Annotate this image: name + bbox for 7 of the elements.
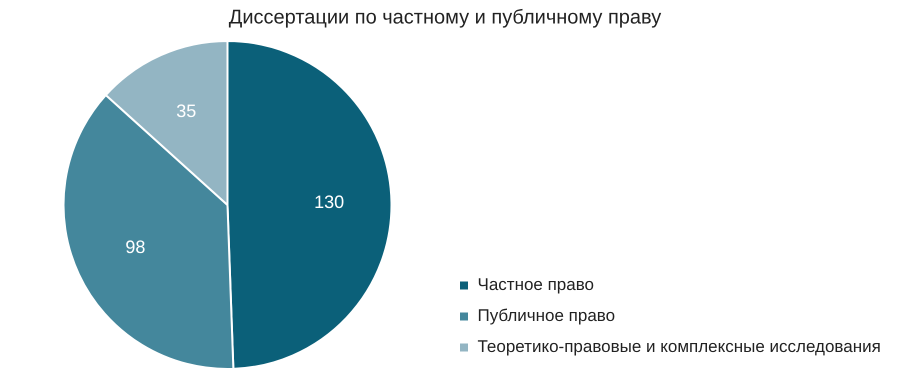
legend-label: Публичное право bbox=[478, 306, 616, 326]
data-label: 35 bbox=[176, 101, 196, 122]
chart-title: Диссертации по частному и публичному праву bbox=[228, 6, 662, 29]
legend-label: Частное право bbox=[478, 275, 594, 294]
data-label: 130 bbox=[314, 192, 344, 212]
legend-label: Теоретико-правовые и комплексные исследования bbox=[478, 337, 881, 356]
data-label: 98 bbox=[125, 236, 146, 257]
